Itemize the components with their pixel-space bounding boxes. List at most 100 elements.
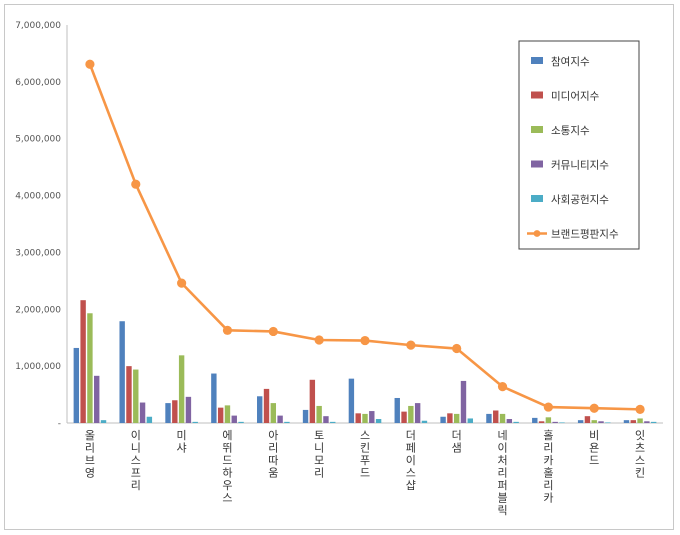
bar [394, 397, 400, 423]
line-point [85, 59, 95, 69]
bar [559, 422, 565, 424]
bar [211, 373, 217, 423]
y-tick-label: 4,000,000 [15, 192, 61, 202]
bar [316, 405, 322, 423]
line-point [543, 402, 553, 412]
bar [119, 321, 125, 423]
bar [257, 396, 263, 423]
bar [506, 419, 513, 423]
bar [493, 410, 499, 423]
bar [185, 396, 192, 423]
bar [348, 378, 355, 423]
bar [598, 421, 604, 423]
bar [100, 420, 107, 423]
line-point [268, 326, 278, 337]
bar [355, 413, 361, 423]
bar [87, 313, 93, 423]
bar [330, 421, 336, 423]
chart-frame: - 1,000,000 2,000,000 3,000,000 4,000,000 5,0… [4, 4, 674, 530]
bar [644, 421, 650, 423]
bar [323, 416, 329, 423]
brand-index-chart: - 1,000,000 2,000,000 3,000,000 4,000,000 5,0… [15, 21, 663, 517]
bar [447, 413, 453, 423]
bar [192, 421, 198, 423]
bar [217, 407, 224, 423]
bar [460, 380, 467, 423]
line-point [406, 340, 416, 350]
line-point [635, 404, 645, 414]
legend-box [518, 40, 640, 250]
line-point [589, 403, 599, 413]
line-point [360, 335, 370, 346]
bar [362, 413, 368, 423]
bar [538, 421, 545, 423]
line-point [222, 325, 233, 335]
bar [146, 416, 153, 423]
bar [408, 405, 414, 423]
bar [591, 420, 597, 423]
bar [552, 421, 558, 423]
bar [139, 402, 146, 423]
bar [637, 418, 643, 423]
bar [421, 420, 428, 423]
bar [577, 420, 584, 423]
y-tick-label: 2,000,000 [15, 305, 61, 315]
legend-label: 참여지수 [551, 56, 590, 68]
bar [369, 411, 375, 423]
bar [623, 420, 630, 423]
line-series-group [85, 59, 645, 414]
legend-swatch [531, 195, 543, 202]
bar [231, 415, 237, 423]
bar [302, 409, 309, 423]
bar [277, 415, 283, 423]
bar [284, 421, 290, 423]
bar [80, 300, 86, 423]
bar [453, 413, 460, 423]
bar [401, 411, 407, 423]
line-point [314, 335, 324, 345]
bar [73, 347, 80, 423]
bar [178, 355, 185, 423]
legend-swatch [531, 126, 543, 133]
legend-label: 미디어지수 [551, 91, 600, 103]
bar [650, 421, 657, 423]
bar [375, 419, 382, 423]
legend-swatch [531, 57, 543, 64]
y-tick-label: - [58, 419, 61, 429]
legend-label: 사회공헌지수 [551, 194, 609, 206]
bar [165, 403, 171, 423]
bar-series-group [73, 300, 657, 424]
legend-swatch [531, 91, 543, 99]
bar [224, 405, 231, 423]
y-tick-label: 6,000,000 [15, 78, 61, 88]
bar [630, 420, 636, 423]
bar [584, 416, 591, 423]
bar [605, 422, 611, 424]
bar [172, 400, 178, 423]
bar [263, 388, 270, 423]
legend-label: 소통지수 [551, 125, 590, 137]
bar [309, 379, 316, 423]
bar [486, 413, 492, 423]
y-tick-label: 3,000,000 [15, 248, 61, 258]
bar [414, 403, 421, 423]
line-point [177, 278, 187, 288]
legend-swatch [531, 160, 543, 168]
legend-label: 브랜드평판지수 [551, 229, 619, 241]
bar [238, 421, 244, 423]
bar [545, 417, 552, 423]
legend-marker [533, 230, 541, 237]
line-point [452, 343, 462, 354]
bar [513, 421, 519, 423]
line-point [497, 382, 508, 392]
